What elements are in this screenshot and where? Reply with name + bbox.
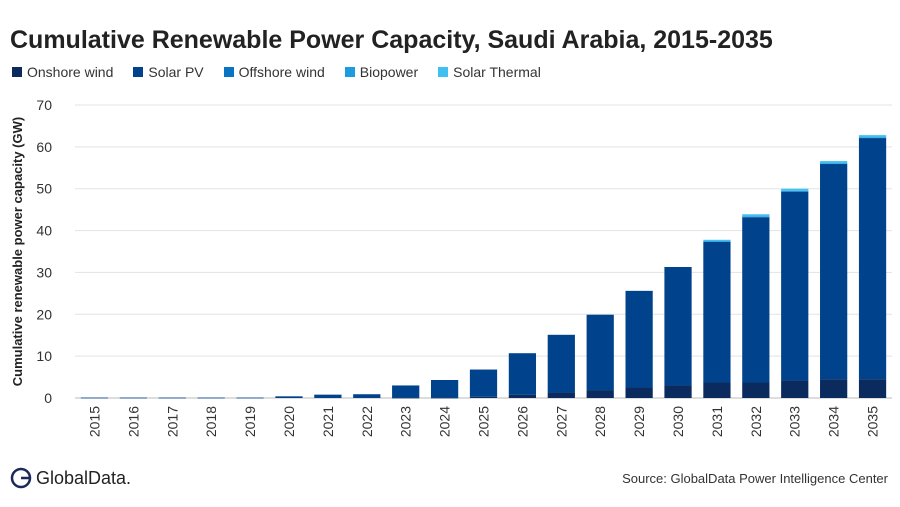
legend-swatch bbox=[344, 67, 355, 77]
bar-segment-solar-pv bbox=[353, 394, 381, 398]
x-tick-label: 2017 bbox=[164, 406, 180, 437]
source-note: Source: GlobalData Power Intelligence Ce… bbox=[622, 471, 888, 486]
globe-icon bbox=[10, 467, 32, 489]
bar-segment-solar-pv bbox=[469, 369, 498, 397]
chart-title: Cumulative Renewable Power Capacity, Sau… bbox=[10, 26, 773, 54]
bar-segment-solar-thermal bbox=[858, 135, 887, 138]
y-tick-label: 50 bbox=[36, 181, 52, 197]
x-tick-label: 2031 bbox=[709, 406, 725, 437]
y-tick-label: 10 bbox=[36, 348, 52, 364]
legend-item: Biopower bbox=[344, 64, 419, 80]
x-tick-label: 2018 bbox=[203, 406, 219, 437]
x-tick-label: 2029 bbox=[631, 406, 647, 437]
bar-segment-solar-pv bbox=[547, 334, 575, 393]
bar-segment-solar-pv bbox=[508, 353, 537, 395]
y-tick-label: 20 bbox=[36, 306, 52, 322]
bar-segment-onshore-wind bbox=[703, 382, 731, 398]
bar-segment-solar-pv bbox=[119, 397, 147, 399]
bar-segment-biopower bbox=[742, 216, 770, 218]
bar-segment-onshore-wind bbox=[430, 397, 459, 399]
legend-item: Offshore wind bbox=[223, 64, 325, 80]
logo-text: GlobalData. bbox=[36, 467, 132, 488]
bar-segment-onshore-wind bbox=[742, 382, 770, 398]
x-tick-label: 2032 bbox=[748, 406, 764, 437]
y-tick-label: 70 bbox=[36, 97, 52, 113]
legend-label: Biopower bbox=[359, 64, 419, 80]
bar-segment-solar-thermal bbox=[742, 214, 770, 217]
bar-segment-solar-pv bbox=[236, 397, 264, 399]
bar-segment-solar-pv bbox=[314, 394, 342, 398]
x-tick-label: 2030 bbox=[670, 406, 686, 437]
bar-segment-onshore-wind bbox=[469, 396, 498, 398]
bar-segment-biopower bbox=[858, 137, 887, 139]
x-tick-label: 2016 bbox=[125, 406, 141, 437]
bar-segment-biopower bbox=[703, 241, 731, 242]
x-tick-label: 2035 bbox=[865, 406, 881, 437]
bar-segment-solar-thermal bbox=[703, 239, 731, 242]
bar-segment-solar-pv bbox=[275, 396, 303, 398]
y-tick-label: 30 bbox=[36, 264, 52, 280]
bar-segment-onshore-wind bbox=[820, 379, 848, 398]
bar-segment-solar-pv bbox=[430, 380, 459, 398]
x-tick-label: 2019 bbox=[242, 406, 258, 437]
bar-segment-solar-pv bbox=[392, 385, 420, 398]
bar-segment-biopower bbox=[820, 163, 848, 165]
globaldata-logo: GlobalData. bbox=[10, 467, 131, 489]
bar-segment-solar-pv bbox=[781, 191, 809, 381]
legend-label: Solar PV bbox=[148, 64, 204, 80]
bar-segment-onshore-wind bbox=[858, 379, 887, 398]
bar-segment-solar-pv bbox=[586, 314, 614, 391]
y-tick-label: 0 bbox=[44, 390, 52, 406]
bar-segment-onshore-wind bbox=[664, 385, 692, 398]
x-tick-label: 2027 bbox=[553, 406, 569, 437]
bar-segment-onshore-wind bbox=[586, 390, 614, 398]
legend: Onshore wind Solar PV Offshore wind Biopowe… bbox=[12, 64, 541, 80]
bar-segment-solar-pv bbox=[625, 290, 653, 388]
legend-swatch bbox=[12, 67, 22, 77]
x-tick-label: 2021 bbox=[320, 406, 336, 437]
bar-segment-onshore-wind bbox=[547, 392, 575, 398]
bar-segment-solar-pv bbox=[858, 138, 887, 380]
y-tick-label: 40 bbox=[36, 223, 52, 239]
bar-segment-onshore-wind bbox=[508, 394, 537, 398]
legend-item: Solar PV bbox=[133, 64, 204, 80]
bar-segment-solar-pv bbox=[197, 397, 225, 399]
legend-swatch bbox=[438, 67, 449, 77]
bar-segment-onshore-wind bbox=[392, 397, 420, 399]
bar-segment-solar-pv bbox=[703, 241, 731, 383]
x-tick-label: 2020 bbox=[281, 406, 297, 437]
legend-swatch bbox=[133, 67, 144, 77]
legend-swatch bbox=[223, 67, 234, 77]
x-tick-label: 2026 bbox=[514, 406, 530, 437]
bar-segment-solar-pv bbox=[820, 164, 848, 380]
legend-label: Offshore wind bbox=[238, 64, 325, 80]
bar-segment-solar-pv bbox=[158, 397, 186, 399]
bar-segment-biopower bbox=[781, 190, 809, 192]
legend-item: Onshore wind bbox=[12, 64, 113, 80]
legend-label: Onshore wind bbox=[27, 64, 114, 80]
bar-segment-solar-thermal bbox=[820, 161, 848, 164]
bar-segment-solar-thermal bbox=[781, 188, 809, 191]
x-tick-label: 2023 bbox=[398, 406, 414, 437]
x-tick-label: 2025 bbox=[476, 406, 492, 437]
x-tick-label: 2033 bbox=[787, 406, 803, 437]
bar-segment-solar-pv bbox=[80, 397, 109, 399]
x-tick-label: 2028 bbox=[592, 406, 608, 437]
x-tick-label: 2034 bbox=[826, 406, 842, 437]
y-tick-label: 60 bbox=[36, 139, 52, 155]
bar-segment-onshore-wind bbox=[625, 387, 653, 398]
legend-item: Solar Thermal bbox=[438, 64, 541, 80]
y-axis-label: Cumulative renewable power capacity (GW) bbox=[10, 117, 25, 386]
bar-segment-solar-pv bbox=[742, 217, 770, 383]
bar-segment-solar-pv bbox=[664, 266, 692, 386]
x-tick-label: 2015 bbox=[86, 406, 102, 437]
bar-segment-onshore-wind bbox=[781, 380, 809, 398]
legend-label: Solar Thermal bbox=[453, 64, 541, 80]
x-tick-label: 2024 bbox=[437, 406, 453, 437]
x-tick-label: 2022 bbox=[359, 406, 375, 437]
